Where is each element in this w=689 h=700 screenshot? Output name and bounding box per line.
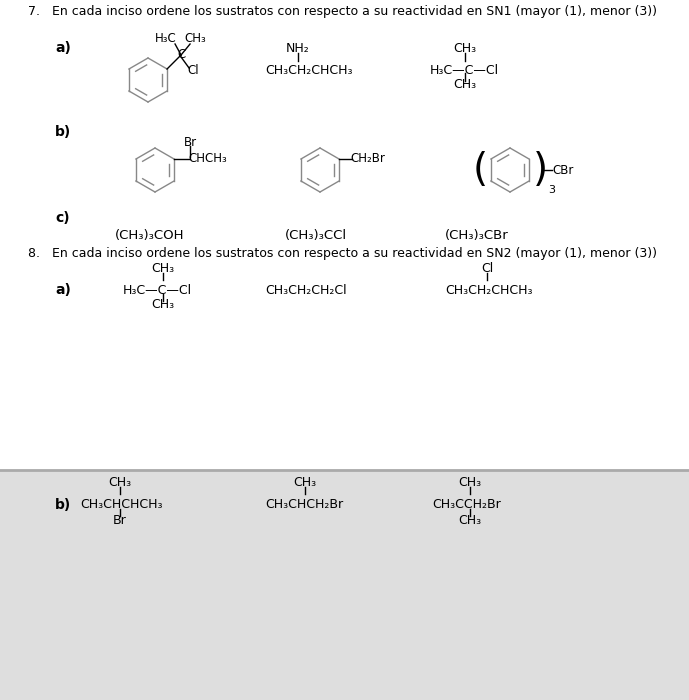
Bar — [0, 470, 689, 700]
Text: CH₃: CH₃ — [294, 475, 316, 489]
Text: b): b) — [55, 125, 71, 139]
Text: NH₂: NH₂ — [286, 41, 310, 55]
Text: CHCH₃: CHCH₃ — [188, 153, 227, 165]
Text: CH₃: CH₃ — [152, 262, 174, 274]
Text: 7.   En cada inciso ordene los sustratos con respecto a su reactividad en SN1 (m: 7. En cada inciso ordene los sustratos c… — [28, 6, 657, 18]
Text: Br: Br — [113, 514, 127, 526]
Text: CH₃CHCHCH₃: CH₃CHCHCH₃ — [80, 498, 163, 510]
Text: C: C — [177, 48, 185, 62]
Text: a): a) — [55, 283, 71, 297]
Text: CH₃CCH₂Br: CH₃CCH₂Br — [432, 498, 501, 510]
Text: Cl: Cl — [187, 64, 198, 78]
Text: Cl: Cl — [481, 262, 493, 274]
Text: CH₃CH₂CH₂Cl: CH₃CH₂CH₂Cl — [265, 284, 347, 297]
Text: (CH₃)₃CBr: (CH₃)₃CBr — [445, 228, 508, 242]
Bar — [0, 0, 689, 470]
Text: CH₃CH₂CHCH₃: CH₃CH₂CHCH₃ — [445, 284, 533, 297]
Text: CH₃CH₂CHCH₃: CH₃CH₂CHCH₃ — [265, 64, 353, 76]
Text: CH₂Br: CH₂Br — [350, 153, 385, 165]
Text: H₃C: H₃C — [155, 32, 177, 45]
Text: CH₃: CH₃ — [458, 514, 482, 526]
Text: CH₃: CH₃ — [108, 475, 132, 489]
Text: b): b) — [55, 498, 71, 512]
Text: ): ) — [533, 151, 548, 189]
Text: (: ( — [473, 151, 488, 189]
Text: 3: 3 — [548, 185, 555, 195]
Text: CH₃: CH₃ — [453, 41, 477, 55]
Text: Br: Br — [183, 136, 196, 148]
Text: CH₃: CH₃ — [152, 298, 174, 312]
Text: c): c) — [55, 211, 70, 225]
Text: (CH₃)₃COH: (CH₃)₃COH — [115, 228, 185, 242]
Text: (CH₃)₃CCl: (CH₃)₃CCl — [285, 228, 347, 242]
Text: CH₃: CH₃ — [458, 475, 482, 489]
Text: CH₃: CH₃ — [184, 32, 206, 45]
Text: 8.   En cada inciso ordene los sustratos con respecto a su reactividad en SN2 (m: 8. En cada inciso ordene los sustratos c… — [28, 248, 657, 260]
Text: CH₃: CH₃ — [453, 78, 477, 92]
Text: a): a) — [55, 41, 71, 55]
Text: CH₃CHCH₂Br: CH₃CHCH₂Br — [265, 498, 343, 510]
Text: H₃C—C—Cl: H₃C—C—Cl — [430, 64, 499, 76]
Text: H₃C—C—Cl: H₃C—C—Cl — [123, 284, 192, 297]
Text: CBr: CBr — [552, 164, 573, 176]
